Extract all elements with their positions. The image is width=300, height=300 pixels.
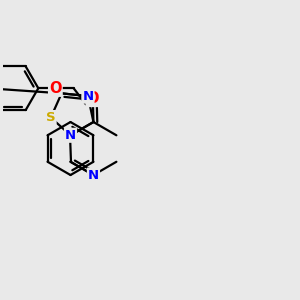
Text: N: N [82, 90, 94, 103]
Text: N: N [88, 169, 99, 182]
Text: O: O [49, 81, 62, 96]
Text: N: N [65, 129, 76, 142]
Text: S: S [46, 111, 56, 124]
Text: O: O [87, 91, 99, 106]
